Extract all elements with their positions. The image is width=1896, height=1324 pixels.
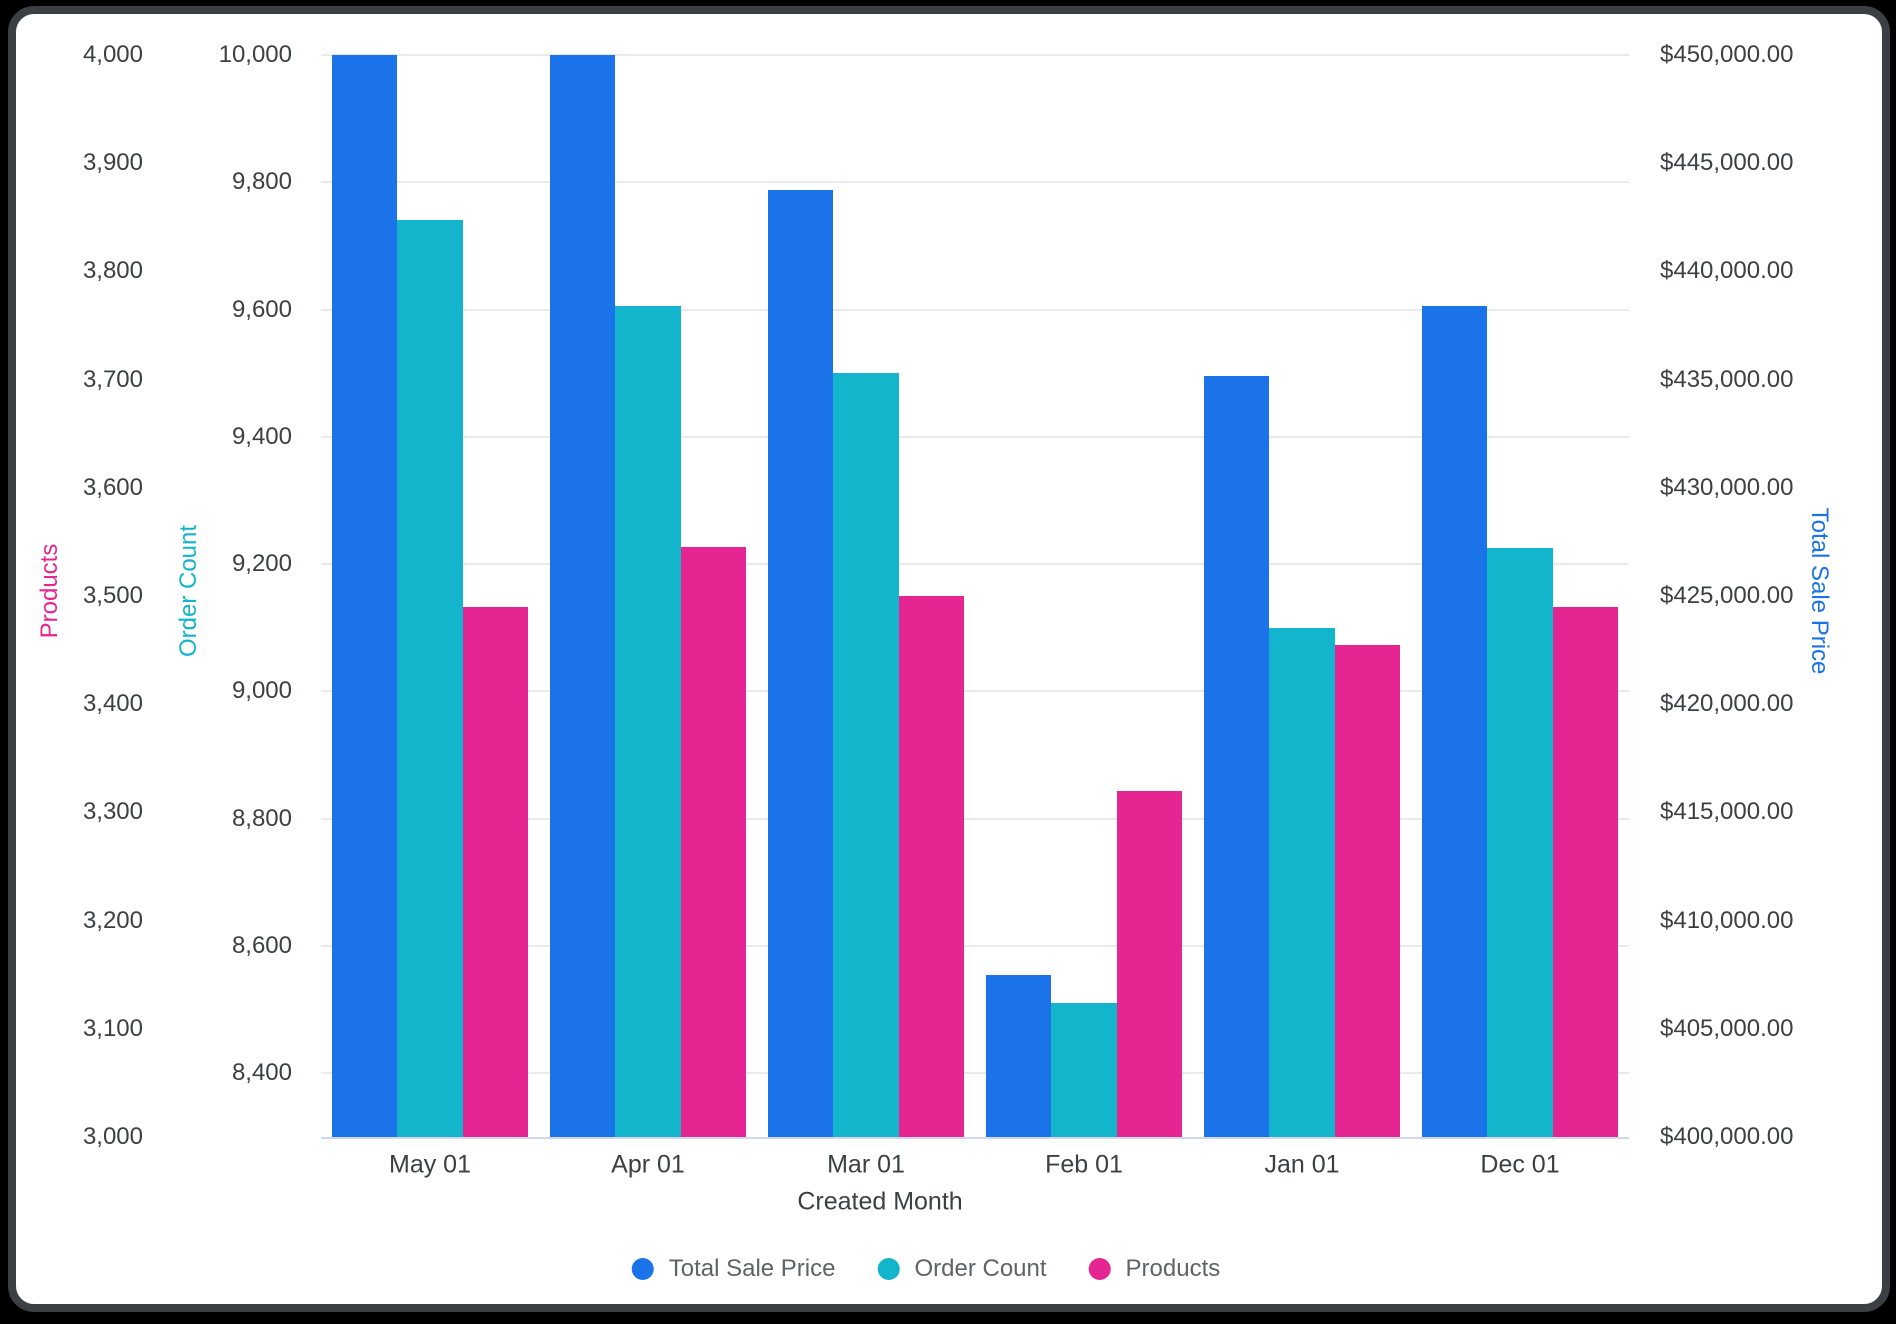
legend-item-label: Products bbox=[1125, 1255, 1221, 1282]
y-tick-label-price: $420,000.00 bbox=[1660, 690, 1794, 718]
bar-products-dec-01[interactable] bbox=[1552, 606, 1619, 1137]
y-tick-label-products: 3,500 bbox=[82, 582, 143, 609]
bar-order-apr-01[interactable] bbox=[615, 306, 681, 1137]
bar-products-mar-01[interactable] bbox=[898, 596, 965, 1137]
y-tick-label-products: 3,700 bbox=[82, 365, 143, 393]
gridline bbox=[321, 54, 1629, 56]
x-axis-baseline bbox=[321, 1137, 1629, 1139]
legend-item-total-sale-price[interactable]: Total Sale Price bbox=[631, 1255, 836, 1283]
legend-marker-icon bbox=[1088, 1258, 1111, 1280]
bar-order-jan-01[interactable] bbox=[1269, 627, 1335, 1137]
bar-products-may-01[interactable] bbox=[462, 606, 529, 1137]
gridline bbox=[321, 945, 1629, 948]
y-tick-label-products: 3,800 bbox=[82, 257, 143, 285]
y-tick-label-products: 3,600 bbox=[82, 473, 143, 501]
y-axis-title-price: Total Sale Price bbox=[1806, 507, 1833, 675]
y-tick-label-price: $410,000.00 bbox=[1660, 906, 1794, 934]
gridline bbox=[321, 181, 1629, 184]
y-tick-label-order: 9,600 bbox=[231, 295, 292, 323]
bar-products-feb-01[interactable] bbox=[1116, 790, 1183, 1137]
x-tick-label: May 01 bbox=[389, 1150, 471, 1179]
y-tick-label-price: $405,000.00 bbox=[1660, 1014, 1794, 1042]
y-axis-title-products: Products bbox=[36, 543, 63, 639]
bar-price-feb-01[interactable] bbox=[985, 974, 1052, 1137]
bar-products-apr-01[interactable] bbox=[680, 547, 747, 1137]
legend: Total Sale Price Order Count Products bbox=[631, 1255, 1221, 1283]
y-tick-label-order: 8,600 bbox=[231, 932, 292, 960]
x-axis-title: Created Month bbox=[797, 1187, 963, 1216]
x-tick-label: Feb 01 bbox=[1045, 1150, 1123, 1179]
gridline bbox=[321, 435, 1629, 438]
gridline bbox=[321, 563, 1629, 566]
y-tick-label-order: 9,400 bbox=[231, 422, 292, 450]
bar-order-dec-01[interactable] bbox=[1487, 548, 1553, 1137]
y-tick-label-price: $430,000.00 bbox=[1660, 473, 1794, 501]
y-tick-label-price: $440,000.00 bbox=[1660, 257, 1794, 285]
legend-marker-icon bbox=[877, 1258, 900, 1280]
legend-item-label: Order Count bbox=[914, 1255, 1047, 1282]
y-tick-label-products: 3,300 bbox=[82, 798, 143, 826]
y-tick-label-price: $415,000.00 bbox=[1660, 798, 1794, 826]
x-tick-label: Dec 01 bbox=[1480, 1150, 1560, 1179]
x-tick-label: Jan 01 bbox=[1264, 1150, 1340, 1179]
gridline bbox=[321, 1072, 1629, 1075]
y-tick-label-order: 8,400 bbox=[231, 1059, 292, 1087]
legend-item-order-count[interactable]: Order Count bbox=[877, 1255, 1047, 1283]
y-tick-label-order: 9,200 bbox=[231, 550, 292, 578]
bar-products-jan-01[interactable] bbox=[1334, 644, 1401, 1137]
bar-price-mar-01[interactable] bbox=[767, 190, 834, 1137]
y-tick-label-price: $425,000.00 bbox=[1660, 582, 1794, 609]
y-tick-label-products: 3,100 bbox=[82, 1014, 143, 1042]
y-tick-label-order: 9,800 bbox=[231, 168, 292, 196]
gridline bbox=[321, 308, 1629, 311]
y-tick-label-price: $450,000.00 bbox=[1660, 41, 1794, 68]
y-tick-label-order: 9,000 bbox=[231, 677, 292, 705]
y-tick-label-order: 8,800 bbox=[231, 804, 292, 832]
legend-item-products[interactable]: Products bbox=[1088, 1255, 1221, 1283]
x-tick-label: Mar 01 bbox=[827, 1150, 905, 1179]
bar-order-mar-01[interactable] bbox=[833, 373, 899, 1137]
x-tick-label: Apr 01 bbox=[611, 1150, 685, 1179]
y-tick-label-price: $400,000.00 bbox=[1660, 1123, 1794, 1150]
y-tick-label-products: 3,900 bbox=[82, 149, 143, 177]
bar-price-apr-01[interactable] bbox=[549, 55, 616, 1137]
y-tick-label-products: 3,400 bbox=[82, 690, 143, 718]
y-tick-label-order: 10,000 bbox=[218, 41, 292, 68]
bar-price-dec-01[interactable] bbox=[1421, 306, 1488, 1137]
legend-marker-icon bbox=[631, 1258, 654, 1280]
bar-order-may-01[interactable] bbox=[397, 220, 463, 1137]
legend-item-label: Total Sale Price bbox=[668, 1255, 836, 1282]
y-tick-label-price: $445,000.00 bbox=[1660, 149, 1794, 177]
y-tick-label-products: 3,000 bbox=[82, 1123, 143, 1150]
y-tick-label-products: 4,000 bbox=[82, 41, 143, 68]
y-tick-label-price: $435,000.00 bbox=[1660, 365, 1794, 393]
gridline bbox=[321, 690, 1629, 693]
y-axis-title-order: Order Count bbox=[175, 524, 202, 658]
bar-price-jan-01[interactable] bbox=[1203, 376, 1270, 1137]
bar-price-may-01[interactable] bbox=[331, 55, 398, 1137]
bar-order-feb-01[interactable] bbox=[1051, 1003, 1117, 1137]
y-tick-label-products: 3,200 bbox=[82, 906, 143, 934]
gridline bbox=[321, 817, 1629, 820]
